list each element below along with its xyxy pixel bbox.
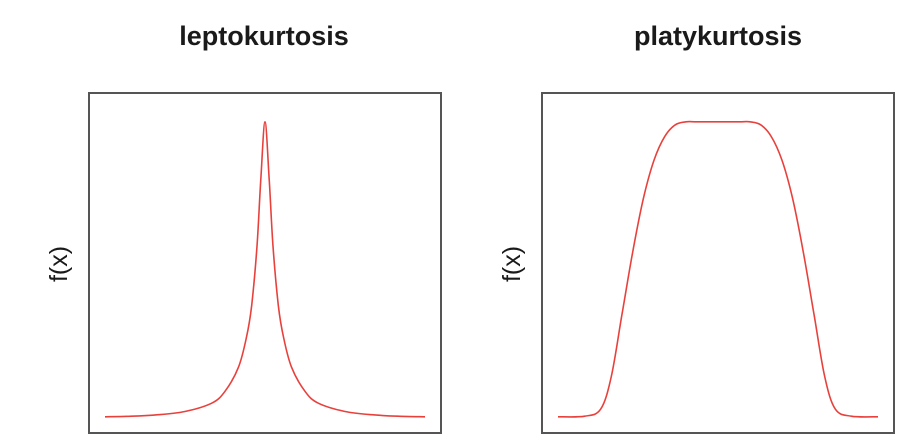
plot-frame xyxy=(88,92,442,434)
y-axis-label: f(x) xyxy=(45,246,73,282)
chart-title: leptokurtosis xyxy=(179,21,349,51)
chart-title: platykurtosis xyxy=(634,21,802,51)
panel-leptokurtosis: leptokurtosis f(x) xyxy=(45,21,442,434)
plot-frame xyxy=(541,92,895,434)
y-axis-label: f(x) xyxy=(498,246,526,282)
series-line xyxy=(557,120,879,418)
panel-platykurtosis: platykurtosis f(x) xyxy=(498,21,895,434)
series-line xyxy=(104,121,426,418)
